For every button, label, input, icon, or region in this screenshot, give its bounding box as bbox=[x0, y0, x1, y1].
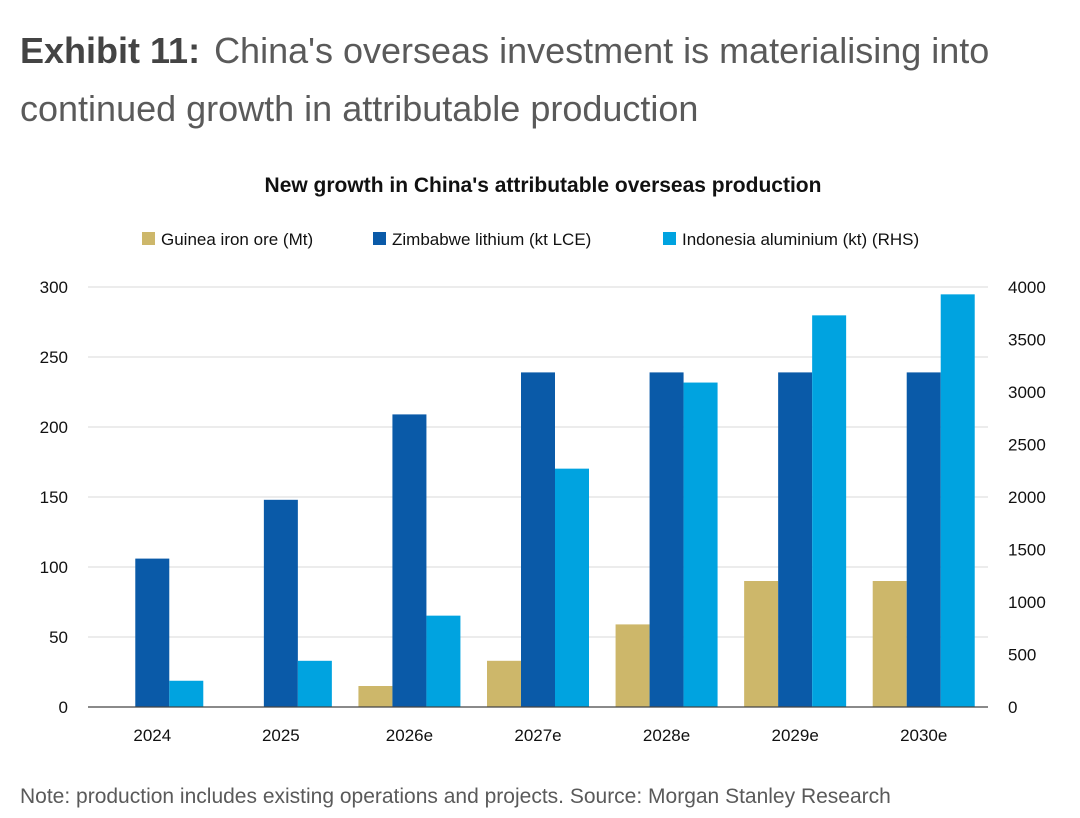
bar-1-2 bbox=[392, 414, 427, 707]
exhibit-title: Exhibit 11: China's overseas investment i… bbox=[20, 22, 1060, 138]
bar-1-0 bbox=[135, 558, 170, 707]
y-left-tick-2: 100 bbox=[40, 558, 68, 577]
y-right-tick-1: 500 bbox=[1008, 646, 1036, 665]
bar-2-6 bbox=[940, 294, 975, 707]
y-right-tick-0: 0 bbox=[1008, 698, 1017, 717]
y-right-tick-5: 2500 bbox=[1008, 436, 1046, 455]
y-left-tick-1: 50 bbox=[49, 628, 68, 647]
y-right-tick-4: 2000 bbox=[1008, 488, 1046, 507]
bar-0-6 bbox=[872, 581, 907, 707]
chart: New growth in China's attributable overs… bbox=[40, 174, 1046, 745]
exhibit-title-text: China's overseas investment is materiali… bbox=[20, 30, 990, 129]
x-tick-1: 2025 bbox=[262, 726, 300, 745]
exhibit-number: Exhibit 11: bbox=[20, 30, 201, 71]
bar-0-3 bbox=[487, 660, 521, 707]
x-tick-6: 2030e bbox=[900, 726, 947, 745]
bar-1-6 bbox=[906, 372, 941, 707]
bars bbox=[135, 294, 975, 707]
legend: Guinea iron ore (Mt) Zimbabwe lithium (kt… bbox=[142, 230, 919, 249]
bar-2-4 bbox=[683, 382, 718, 707]
bar-0-5 bbox=[744, 581, 779, 707]
y-right-tick-6: 3000 bbox=[1008, 383, 1046, 402]
x-tick-0: 2024 bbox=[133, 726, 171, 745]
bar-2-5 bbox=[812, 315, 847, 707]
legend-swatch-2 bbox=[663, 232, 676, 245]
bar-0-4 bbox=[615, 624, 650, 707]
chart-title: New growth in China's attributable overs… bbox=[265, 174, 822, 197]
legend-label-2: Indonesia aluminium (kt) (RHS) bbox=[682, 230, 919, 249]
legend-swatch-0 bbox=[142, 232, 155, 245]
y-right-tick-2: 1000 bbox=[1008, 593, 1046, 612]
bar-2-1 bbox=[297, 660, 332, 707]
x-tick-3: 2027e bbox=[514, 726, 561, 745]
bar-0-2 bbox=[358, 686, 393, 707]
bar-1-3 bbox=[521, 372, 555, 707]
y-right-tick-7: 3500 bbox=[1008, 331, 1046, 350]
legend-label-0: Guinea iron ore (Mt) bbox=[161, 230, 313, 249]
axes: 0501001502002503000500100015002000250030… bbox=[40, 278, 1046, 745]
bar-1-4 bbox=[649, 372, 684, 707]
bar-2-0 bbox=[169, 680, 204, 707]
footnote: Note: production includes existing opera… bbox=[20, 785, 891, 808]
y-left-tick-5: 250 bbox=[40, 348, 68, 367]
y-right-tick-8: 4000 bbox=[1008, 278, 1046, 297]
legend-label-1: Zimbabwe lithium (kt LCE) bbox=[392, 230, 591, 249]
y-left-tick-6: 300 bbox=[40, 278, 68, 297]
bar-2-3 bbox=[555, 468, 589, 707]
y-right-tick-3: 1500 bbox=[1008, 541, 1046, 560]
bar-2-2 bbox=[426, 615, 461, 707]
y-left-tick-0: 0 bbox=[59, 698, 68, 717]
y-left-tick-4: 200 bbox=[40, 418, 68, 437]
x-tick-4: 2028e bbox=[643, 726, 690, 745]
x-tick-2: 2026e bbox=[386, 726, 433, 745]
legend-swatch-1 bbox=[373, 232, 386, 245]
bar-1-1 bbox=[263, 499, 298, 707]
y-left-tick-3: 150 bbox=[40, 488, 68, 507]
x-tick-5: 2029e bbox=[772, 726, 819, 745]
bar-1-5 bbox=[778, 372, 813, 707]
